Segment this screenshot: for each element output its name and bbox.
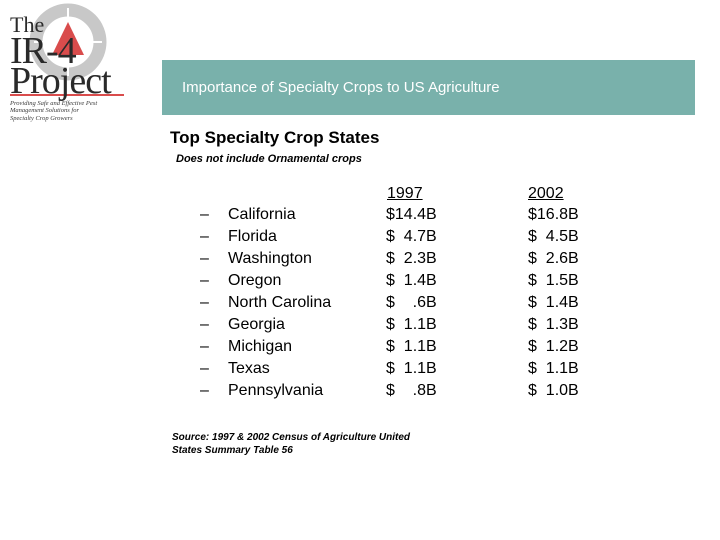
value-2002: $16.8B: [528, 206, 579, 223]
logo-tagline: Providing Safe and Effective Pest Manage…: [10, 100, 128, 122]
bullet-dash: –: [200, 206, 209, 223]
bullet-dash: –: [200, 228, 209, 245]
column-header-2002: 2002: [528, 185, 564, 202]
state-name: North Carolina: [228, 294, 332, 311]
logo-project: Project: [10, 60, 112, 102]
table-row: – Pennsylvania $ .8B $ 1.0B: [0, 382, 720, 404]
state-name: Georgia: [228, 316, 285, 333]
bullet-dash: –: [200, 272, 209, 289]
value-1997: $ 1.1B: [386, 338, 437, 355]
table-row: – North Carolina $ .6B $ 1.4B: [0, 294, 720, 316]
value-2002: $ 1.2B: [528, 338, 579, 355]
ir4-logo: The IR-4 Project Providing Safe and Effe…: [0, 0, 135, 135]
logo-ir4: IR-4: [10, 30, 77, 72]
value-2002: $ 1.0B: [528, 382, 579, 399]
bullet-dash: –: [200, 250, 209, 267]
bullet-dash: –: [200, 316, 209, 333]
logo-tagline-line: Providing Safe and Effective Pest: [10, 100, 98, 107]
state-name: Oregon: [228, 272, 282, 289]
value-2002: $ 4.5B: [528, 228, 579, 245]
logo-tagline-line: Management Solutions for: [10, 107, 79, 115]
value-1997: $ 1.4B: [386, 272, 437, 289]
table-row: – Washington $ 2.3B $ 2.6B: [0, 250, 720, 272]
value-2002: $ 1.5B: [528, 272, 579, 289]
value-1997: $ .8B: [386, 382, 437, 399]
value-1997: $14.4B: [386, 206, 437, 223]
bullet-dash: –: [200, 382, 209, 399]
section-heading: Top Specialty Crop States: [170, 128, 380, 147]
state-name: Pennsylvania: [228, 382, 324, 399]
bullet-dash: –: [200, 294, 209, 311]
table-row: – Michigan $ 1.1B $ 1.2B: [0, 338, 720, 360]
value-1997: $ 1.1B: [386, 360, 437, 377]
state-name: Texas: [228, 360, 270, 377]
state-name: Florida: [228, 228, 277, 245]
section-subheading: Does not include Ornamental crops: [176, 153, 362, 165]
title-banner: Importance of Specialty Crops to US Agri…: [162, 60, 695, 115]
slide-title: Importance of Specialty Crops to US Agri…: [182, 79, 500, 96]
table-row: – California $14.4B $16.8B: [0, 206, 720, 228]
state-name: Washington: [228, 250, 312, 267]
source-line: Source: 1997 & 2002 Census of Agricultur…: [172, 432, 411, 443]
value-2002: $ 1.4B: [528, 294, 579, 311]
value-2002: $ 1.3B: [528, 316, 579, 333]
table-row: – Oregon $ 1.4B $ 1.5B: [0, 272, 720, 294]
value-2002: $ 2.6B: [528, 250, 579, 267]
value-1997: $ .6B: [386, 294, 437, 311]
table-row: – Georgia $ 1.1B $ 1.3B: [0, 316, 720, 338]
bullet-dash: –: [200, 360, 209, 377]
value-1997: $ 1.1B: [386, 316, 437, 333]
state-name: Michigan: [228, 338, 293, 355]
state-name: California: [228, 206, 296, 223]
source-line: States Summary Table 56: [172, 445, 293, 456]
table-row: – Texas $ 1.1B $ 1.1B: [0, 360, 720, 382]
column-header-1997: 1997: [387, 185, 423, 202]
source-note: Source: 1997 & 2002 Census of Agricultur…: [172, 431, 472, 457]
logo-circle-icon: [10, 3, 124, 96]
bullet-dash: –: [200, 338, 209, 355]
logo-the: The: [10, 12, 45, 37]
logo-tagline-line: Specialty Crop Growers: [10, 114, 73, 122]
value-2002: $ 1.1B: [528, 360, 579, 377]
value-1997: $ 2.3B: [386, 250, 437, 267]
table-row: – Florida $ 4.7B $ 4.5B: [0, 228, 720, 250]
value-1997: $ 4.7B: [386, 228, 437, 245]
